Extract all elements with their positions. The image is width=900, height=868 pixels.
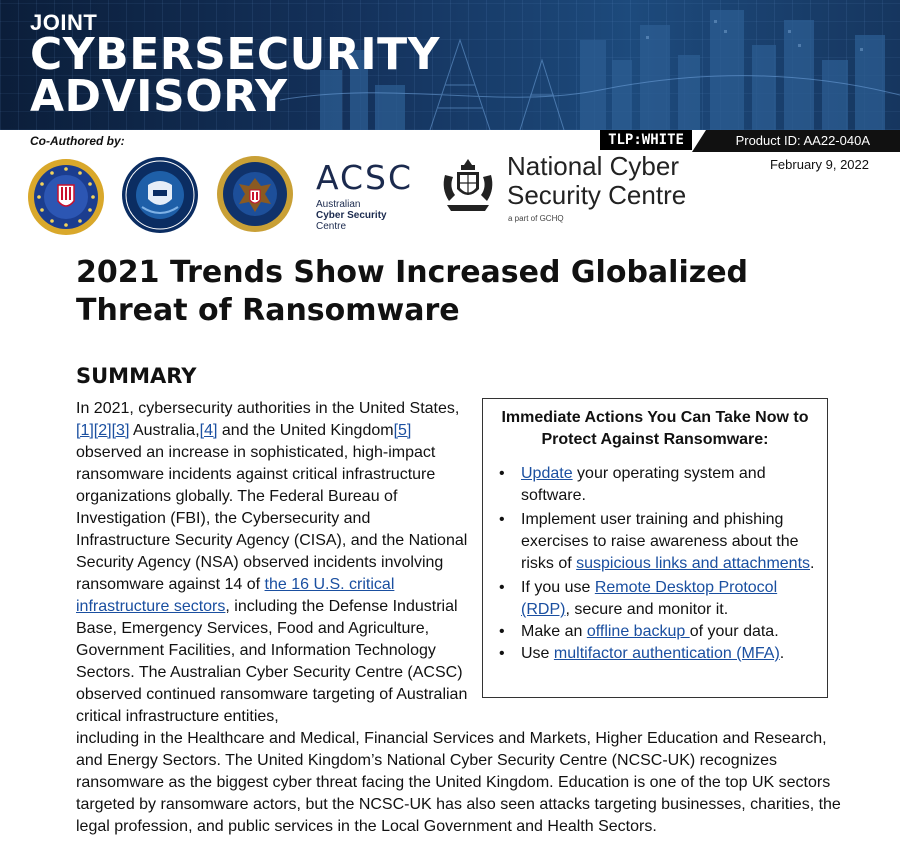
acsc-sub-line2: Cyber Security	[316, 210, 387, 221]
summary-heading: SUMMARY	[76, 364, 197, 388]
page-title: 2021 Trends Show Increased Globalized Th…	[76, 255, 749, 328]
list-item: Implement user training and phishing exe…	[495, 509, 815, 575]
para-text-1: In 2021, cybersecurity authorities in th…	[76, 400, 460, 417]
acsc-sub-line1: Australian	[316, 199, 361, 210]
nsa-seal-icon	[217, 156, 293, 232]
header-banner: JOINT CYBERSECURITY ADVISORY	[0, 0, 900, 130]
reference-link-2[interactable]: [2]	[93, 422, 112, 439]
cisa-seal-icon	[122, 157, 198, 233]
action-text: Implement user training and phishing exe…	[521, 511, 799, 572]
action-text: If you use	[521, 579, 595, 596]
advisory-title: JOINT CYBERSECURITY ADVISORY	[30, 10, 441, 122]
actions-list: Update your operating system and softwar…	[495, 463, 815, 665]
ncsc-wordmark: National Cyber Security Centre	[507, 152, 686, 210]
para-text-3: and the United Kingdom	[217, 422, 394, 439]
update-link[interactable]: Update	[521, 465, 573, 482]
action-text: of your data.	[689, 623, 779, 640]
offline-backup-link[interactable]: offline backup	[586, 623, 690, 640]
action-text: .	[779, 645, 785, 662]
summary-paragraph-left: In 2021, cybersecurity authorities in th…	[76, 398, 468, 728]
para-text-4: observed an increase in sophisticated, h…	[76, 444, 468, 593]
acsc-subtitle: Australian Cyber Security Centre	[316, 199, 428, 232]
product-strip	[692, 130, 900, 152]
suspicious-links-link[interactable]: suspicious links and attachments	[576, 555, 811, 572]
immediate-actions-box: Immediate Actions You Can Take Now to Pr…	[482, 398, 828, 698]
critical-sectors-link[interactable]: the 16 U.S. critical infrastructure sect…	[76, 576, 395, 615]
coauthored-label: Co-Authored by:	[30, 134, 125, 148]
acsc-logo: ACSC Australian Cyber Security Centre	[316, 158, 428, 232]
ncsc-line2: Security Centre	[507, 180, 687, 210]
rdp-link[interactable]: Remote Desktop Protocol (RDP)	[521, 579, 778, 618]
list-item: Use multifactor authentication (MFA).	[495, 643, 815, 665]
acsc-wordmark: ACSC	[316, 158, 414, 197]
list-item: Update your operating system and softwar…	[495, 463, 815, 507]
acsc-sub-line3: Centre	[316, 221, 347, 232]
para-text-2: Australia,	[129, 422, 200, 439]
mfa-link[interactable]: multifactor authentication (MFA)	[553, 645, 780, 662]
action-text: Use	[521, 645, 554, 662]
summary-paragraph-full: including in the Healthcare and Medical,…	[76, 730, 841, 835]
city-skyline-icon	[280, 10, 900, 130]
action-text: .	[810, 555, 815, 572]
ncsc-line1: National Cyber	[507, 151, 679, 181]
reference-link-4[interactable]: [4]	[199, 422, 218, 439]
ncsc-subtitle: a part of GCHQ	[508, 214, 564, 223]
reference-link-5[interactable]: [5]	[393, 422, 412, 439]
list-item: Make an offline backup of your data.	[495, 621, 815, 643]
reference-link-3[interactable]: [3]	[111, 422, 130, 439]
fbi-seal-icon	[28, 159, 104, 235]
actions-box-title: Immediate Actions You Can Take Now to Pr…	[501, 409, 809, 448]
tlp-badge: TLP:WHITE	[600, 130, 692, 150]
para-text-5: , including the Defense Industrial Base,…	[76, 598, 468, 725]
banner-line-joint: JOINT	[30, 10, 98, 35]
advisory-date: February 9, 2022	[769, 157, 869, 172]
classification-bar: TLP:WHITE Product ID: AA22-040A	[600, 130, 900, 152]
action-text: Make an	[521, 623, 587, 640]
banner-line-advisory: ADVISORY	[30, 71, 288, 122]
action-text: your operating system and software.	[521, 465, 766, 504]
reference-link-1[interactable]: [1]	[76, 422, 94, 439]
list-item: If you use Remote Desktop Protocol (RDP)…	[495, 577, 815, 621]
product-id: Product ID: AA22-040A	[735, 133, 870, 148]
action-text: , secure and monitor it.	[565, 601, 729, 618]
banner-line-cybersecurity: CYBERSECURITY	[30, 29, 441, 80]
royal-crest-icon	[443, 159, 493, 211]
